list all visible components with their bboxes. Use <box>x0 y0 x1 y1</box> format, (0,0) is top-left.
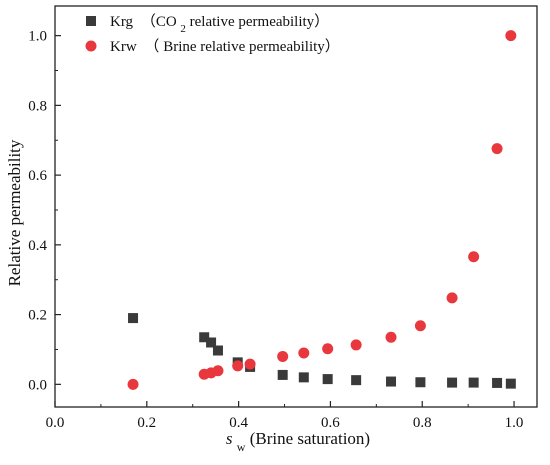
plot-frame <box>54 5 538 408</box>
y-axis-title: Relative permeability <box>5 139 24 286</box>
data-point-krw <box>446 292 458 304</box>
series-krw <box>127 30 517 390</box>
data-point-krg <box>322 374 333 385</box>
y-tick-label: 0.6 <box>28 168 47 184</box>
data-point-krg <box>505 378 516 389</box>
data-point-krg <box>386 376 397 387</box>
y-tick-label: 0.8 <box>28 98 47 114</box>
data-point-krg <box>277 369 288 380</box>
data-point-krw <box>127 378 139 390</box>
data-point-krw <box>385 331 397 343</box>
x-tick-label: 0.0 <box>46 415 65 431</box>
data-point-krw <box>277 350 289 362</box>
data-point-krg <box>128 313 139 324</box>
x-tick-label: 0.6 <box>321 415 340 431</box>
data-point-krw <box>244 358 256 370</box>
data-point-krg <box>492 377 503 388</box>
data-point-krw <box>350 339 362 351</box>
legend: Krg （CO 2 relative permeability） Krw （ B… <box>85 13 340 55</box>
x-axis-title: s w (Brine saturation) <box>226 429 370 454</box>
plot-border <box>54 5 538 408</box>
legend-marker-krg <box>86 16 96 26</box>
data-point-krg <box>212 345 223 356</box>
y-tick-label: 1.0 <box>28 29 47 45</box>
data-point-krw <box>298 347 310 359</box>
x-tick-label: 0.4 <box>229 415 248 431</box>
legend-label-krw: Krw （ Brine relative permeability） <box>110 38 340 55</box>
y-tick-label: 0.0 <box>28 377 47 393</box>
x-tick-label: 0.2 <box>137 415 156 431</box>
data-point-krg <box>351 375 362 386</box>
data-point-krg <box>468 377 479 388</box>
data-point-krg <box>298 372 309 383</box>
data-point-krw <box>232 360 244 372</box>
y-axis: 0.0 0.2 0.4 0.6 0.8 1.0 <box>28 29 61 393</box>
legend-marker-krw <box>85 40 97 52</box>
data-point-krw <box>414 320 426 332</box>
y-tick-label: 0.4 <box>28 238 47 254</box>
legend-label-krg: Krg （CO 2 relative permeability） <box>110 13 329 35</box>
series-krg <box>128 313 516 389</box>
y-tick-label: 0.2 <box>28 308 47 324</box>
series-layer <box>127 30 517 390</box>
data-point-krg <box>199 332 210 343</box>
data-point-krw <box>322 343 334 355</box>
data-point-krg <box>206 337 217 348</box>
x-tick-label: 0.8 <box>413 415 432 431</box>
x-axis: 0.0 0.2 0.4 0.6 0.8 1.0 <box>46 401 524 431</box>
data-point-krw <box>468 251 480 263</box>
data-point-krw <box>491 143 503 155</box>
data-point-krw <box>505 30 517 42</box>
data-point-krg <box>447 377 458 388</box>
data-point-krg <box>415 377 426 388</box>
data-point-krw <box>212 365 224 377</box>
x-tick-label: 1.0 <box>505 415 524 431</box>
